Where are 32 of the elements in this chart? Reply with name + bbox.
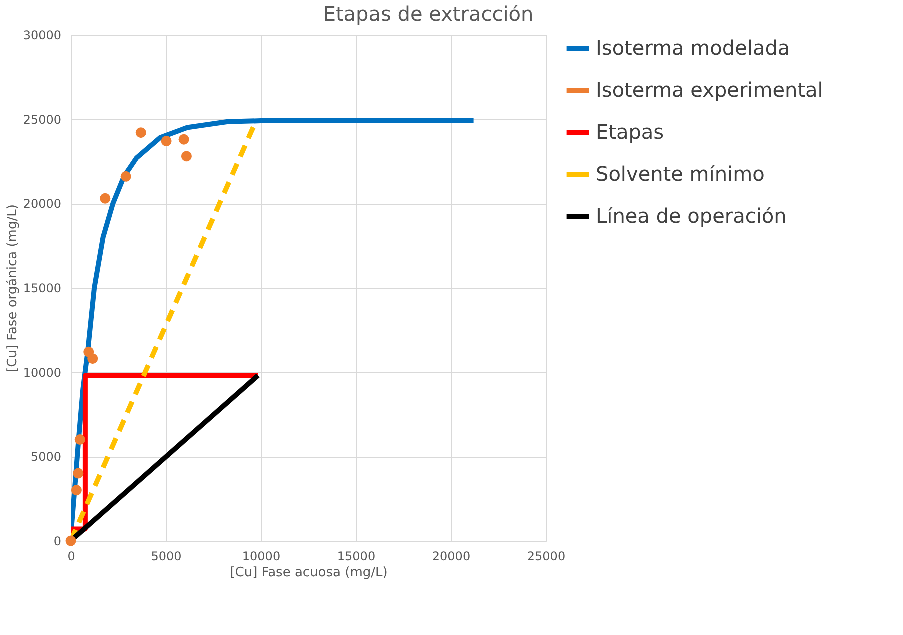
legend-label: Línea de operación [596,204,787,228]
x-tick-label: 20000 [432,550,471,564]
point [178,134,190,145]
y-tick-label: 0 [54,534,62,548]
point [88,354,98,364]
point [100,193,111,204]
y-tick-label: 20000 [23,197,62,212]
legend-label: Solvente mínimo [596,162,765,186]
y-tick-label: 10000 [23,366,62,380]
x-tick-label: 5000 [151,550,182,564]
point [74,434,86,446]
point [136,128,146,138]
point [66,536,76,546]
x-tick-label: 15000 [337,550,376,564]
chart-title: Etapas de extracción [323,2,534,26]
x-axis-title: [Cu] Fase acuosa (mg/L) [230,566,388,580]
y-tick-label: 15000 [23,282,62,296]
x-tick-label: 10000 [242,550,281,564]
y-tick-label: 25000 [23,112,62,127]
legend-label: Isoterma experimental [596,78,824,102]
legend-label: Etapas [596,120,664,144]
point [120,171,132,182]
x-tick-label: 0 [68,550,76,564]
point [73,468,84,479]
point [71,485,82,496]
y-tick-label: 5000 [30,450,62,464]
y-axis-title: [Cu] Fase orgánica (mg/L) [5,204,20,372]
point [181,151,192,162]
point [161,136,172,146]
y-tick-label: 30000 [23,28,62,42]
legend-label: Isoterma modelada [596,36,790,60]
x-tick-label: 25000 [527,550,566,564]
